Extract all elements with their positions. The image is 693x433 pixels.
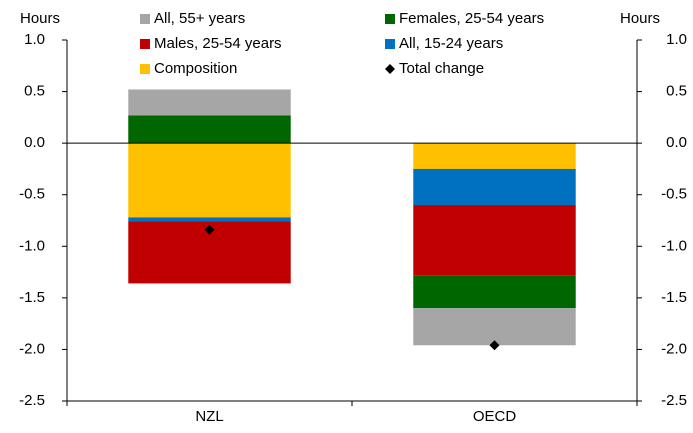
y-tick-label: 1.0	[24, 31, 45, 48]
y-tick-label: 0.0	[24, 134, 45, 151]
y2-tick-label: -0.5	[661, 186, 687, 203]
legend-label: Females, 25-54 years	[399, 10, 544, 27]
x-tick-label: OECD	[473, 408, 517, 425]
y2-tick-label: -2.5	[661, 392, 687, 409]
y2-tick-label: -2.0	[661, 340, 687, 357]
legend-swatch	[385, 39, 395, 49]
legend-swatch	[140, 39, 150, 49]
y2-tick-label: 0.0	[666, 134, 687, 151]
y2-tick-label: -1.5	[661, 289, 687, 306]
y-axis-label: Hours	[20, 10, 60, 27]
bar-segment	[128, 143, 291, 218]
x-tick-label: NZL	[195, 408, 223, 425]
legend-swatch	[385, 14, 395, 24]
bar-segment	[413, 143, 576, 169]
legend-label: Males, 25-54 years	[154, 35, 282, 52]
legend-swatch	[385, 64, 395, 74]
bar-segment	[413, 205, 576, 276]
y-tick-label: -1.5	[19, 289, 45, 306]
y2-tick-label: 1.0	[666, 31, 687, 48]
total-marker	[489, 340, 500, 351]
legend-label: Total change	[399, 60, 484, 77]
y2-axis-label: Hours	[620, 10, 660, 27]
bar-segment	[413, 275, 576, 309]
legend-label: All, 15-24 years	[399, 35, 503, 52]
y-tick-label: -0.5	[19, 186, 45, 203]
y-tick-label: -2.5	[19, 392, 45, 409]
y-tick-label: 0.5	[24, 83, 45, 100]
y-tick-label: -2.0	[19, 340, 45, 357]
legend-swatch	[140, 14, 150, 24]
bar-segment	[128, 217, 291, 222]
bar-segment	[413, 168, 576, 206]
legend-label: Composition	[154, 60, 237, 77]
y-tick-label: -1.0	[19, 237, 45, 254]
bar-segment	[413, 308, 576, 346]
total-marker	[204, 224, 215, 235]
bar-segment	[128, 89, 291, 116]
y2-tick-label: -1.0	[661, 237, 687, 254]
legend-label: All, 55+ years	[154, 10, 245, 27]
bar-segment	[128, 115, 291, 144]
legend-swatch	[140, 64, 150, 74]
y2-tick-label: 0.5	[666, 83, 687, 100]
